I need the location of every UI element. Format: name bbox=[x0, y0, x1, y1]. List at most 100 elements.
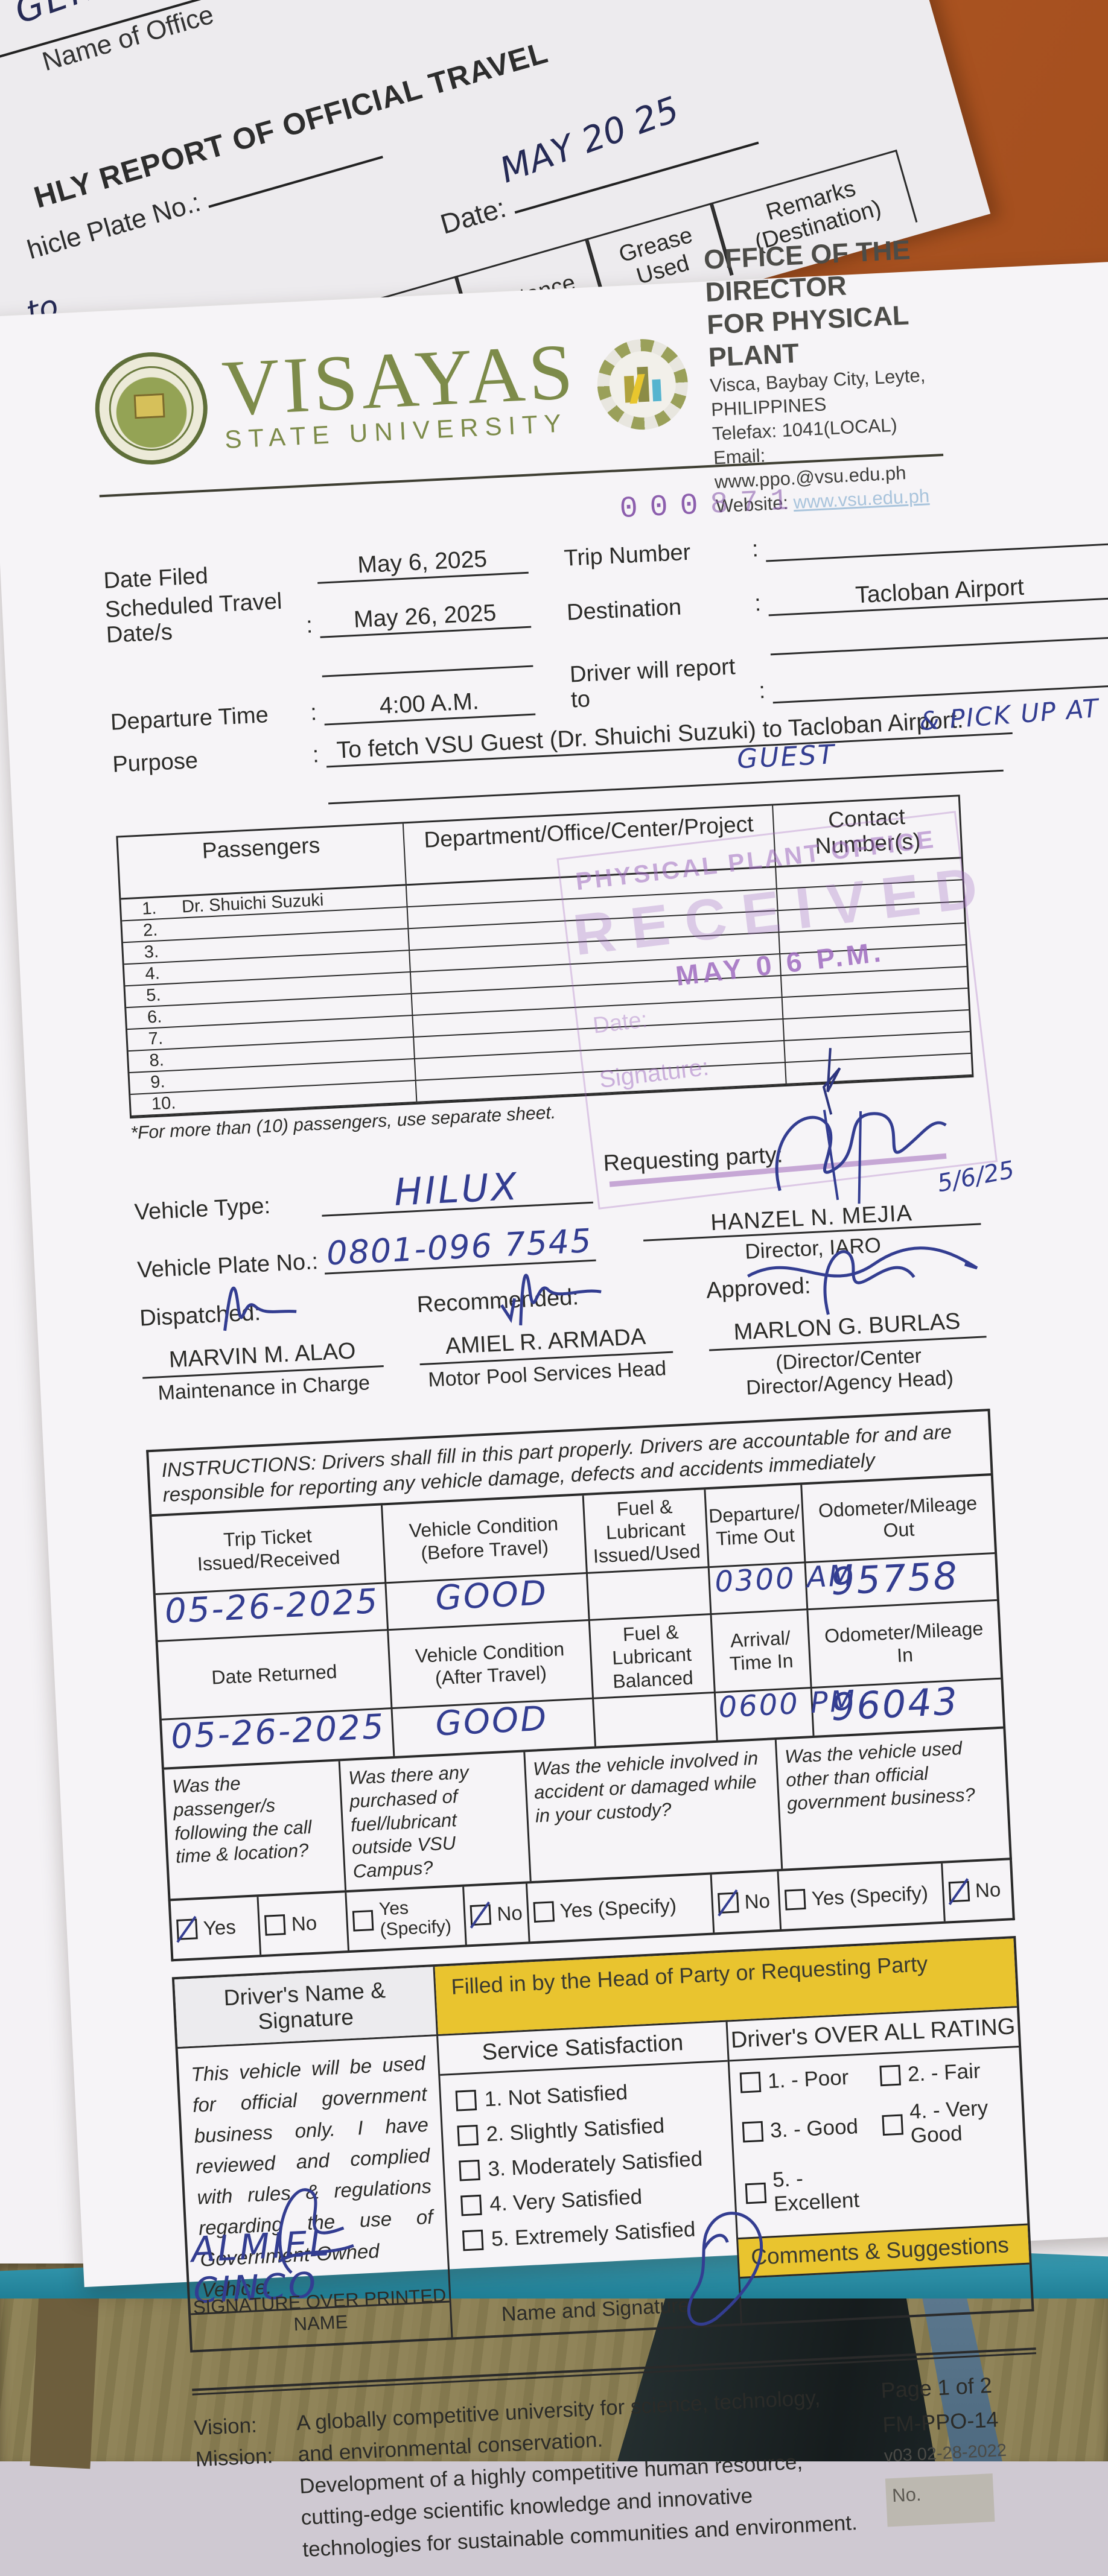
row-num: 7. bbox=[148, 1028, 164, 1048]
approved-block: Approved: MARLON G. BURLAS (Director/Cen… bbox=[705, 1246, 989, 1401]
rating-3-checkbox[interactable] bbox=[742, 2121, 764, 2143]
vsu-seal-book-glyph bbox=[133, 393, 165, 419]
th-fuel-issued: Fuel & Lubricant Issued/Used bbox=[584, 1489, 710, 1574]
rating-2-label: 2. - Fair bbox=[907, 2058, 981, 2086]
q3-yes-checkbox[interactable] bbox=[533, 1901, 555, 1923]
footer: Vision: Mission: A globally competitive … bbox=[193, 2371, 1045, 2571]
row-num: 1. bbox=[141, 898, 158, 919]
recommended-signature bbox=[500, 1274, 602, 1325]
service-1-checkbox[interactable] bbox=[455, 2089, 477, 2111]
colon: : bbox=[751, 536, 759, 562]
condition-after-handwritten: GOOD bbox=[435, 1699, 549, 1744]
service-4-checkbox[interactable] bbox=[460, 2194, 482, 2216]
requesting-party-signature bbox=[775, 1109, 947, 1204]
service-1-label: 1. Not Satisfied bbox=[483, 2080, 628, 2111]
q2-yes-label: Yes (Specify) bbox=[378, 1897, 452, 1940]
row-num: 3. bbox=[143, 941, 159, 962]
vision-label: Vision: bbox=[193, 2413, 258, 2440]
q1-yes-checkbox[interactable] bbox=[176, 1918, 198, 1940]
approved-signature bbox=[747, 1246, 978, 1315]
service-5-label: 5. Extremely Satisfied bbox=[491, 2217, 696, 2251]
driver-signature-flourish bbox=[278, 2188, 354, 2274]
form-header: VISAYAS STATE UNIVERSITY OFFICE OF THE D… bbox=[92, 234, 943, 516]
trip-ticket-form: VISAYAS STATE UNIVERSITY OFFICE OF THE D… bbox=[0, 234, 1108, 2562]
logo-building-3 bbox=[652, 379, 662, 402]
fuel-issued-cell bbox=[587, 1567, 712, 1621]
vsu-seal-icon bbox=[92, 349, 211, 468]
question-call-time: Was the passenger/s following the call t… bbox=[164, 1761, 347, 1899]
service-3-checkbox[interactable] bbox=[458, 2159, 480, 2181]
th-cond-after: Vehicle Condition (After Travel) bbox=[388, 1620, 594, 1710]
odometer-in-handwritten: 96043 bbox=[830, 1679, 960, 1730]
service-2-label: 2. Slightly Satisfied bbox=[485, 2113, 665, 2146]
pen-check-mark bbox=[822, 1048, 841, 1115]
mission-label: Mission: bbox=[194, 2444, 274, 2472]
rating-1-label: 1. - Poor bbox=[767, 2065, 850, 2093]
q4-no-label: No bbox=[975, 1877, 1002, 1902]
q1-no-cell: No bbox=[258, 1892, 350, 1955]
row-num: 6. bbox=[147, 1006, 162, 1027]
row-num: 5. bbox=[145, 985, 162, 1006]
dispatched-block: Dispatched: MARVIN M. ALAO Maintenance i… bbox=[139, 1286, 386, 1429]
q2-yes-checkbox[interactable] bbox=[352, 1909, 374, 1932]
row-num: 2. bbox=[142, 919, 158, 941]
university-name-main: VISAYAS bbox=[220, 326, 579, 433]
rating-5-checkbox[interactable] bbox=[745, 2182, 767, 2204]
requesting-party-block: Requesting party: HANZEL N. MEJIA Direct… bbox=[602, 1109, 1017, 1271]
rating-4-checkbox[interactable] bbox=[882, 2114, 903, 2136]
passengers-table: Passengers Department/Office/Center/Proj… bbox=[116, 795, 998, 1210]
office-title-line2: FOR PHYSICAL PLANT bbox=[706, 299, 909, 373]
q4-no-checkbox[interactable] bbox=[948, 1880, 970, 1903]
row-num: 4. bbox=[144, 963, 161, 984]
th-fuel-balanced: Fuel & Lubricant Balanced bbox=[590, 1614, 716, 1699]
q4-yes-cell: Yes (Specify) bbox=[778, 1863, 946, 1929]
th-date-returned: Date Returned bbox=[158, 1631, 393, 1721]
recommended-block: Recommended: AMIEL R. ARMADA Motor Pool … bbox=[416, 1274, 676, 1416]
th-time-out: Departure/ Time Out bbox=[705, 1485, 806, 1568]
rating-1-checkbox[interactable] bbox=[739, 2071, 762, 2093]
q4-yes-checkbox[interactable] bbox=[785, 1888, 806, 1911]
office-title-line1: OFFICE OF THE DIRECTOR bbox=[702, 234, 911, 308]
q1-no-label: No bbox=[290, 1911, 317, 1935]
q3-no-checkbox[interactable] bbox=[717, 1892, 739, 1914]
rating-4-label: 4. - Very Good bbox=[909, 2096, 989, 2148]
col-passengers: Passengers bbox=[118, 823, 407, 898]
q3-yes-label: Yes (Specify) bbox=[559, 1894, 677, 1922]
rating-5-label: 5. - Excellent bbox=[772, 2166, 860, 2216]
service-4-label: 4. Very Satisfied bbox=[489, 2184, 643, 2216]
q1-yes-cell: Yes bbox=[170, 1896, 262, 1959]
row-num: 10. bbox=[151, 1093, 177, 1114]
rating-3-label: 3. - Good bbox=[769, 2114, 859, 2143]
purpose-handwritten-note-2: GUEST bbox=[736, 739, 837, 775]
th-odo-in: Odometer/Mileage In bbox=[808, 1600, 1001, 1689]
fuel-balanced-cell bbox=[594, 1693, 718, 1746]
q1-no-checkbox[interactable] bbox=[264, 1914, 286, 1936]
rating-2-checkbox[interactable] bbox=[879, 2064, 901, 2087]
q3-no-label: No bbox=[743, 1889, 771, 1913]
physical-plant-logo-core bbox=[608, 349, 678, 419]
th-time-in: Arrival/ Time In bbox=[712, 1610, 812, 1693]
driver-statement-cell: This vehicle will be used for official g… bbox=[177, 2035, 453, 2350]
form-no-label: No. bbox=[885, 2473, 995, 2527]
head-of-party-signature bbox=[687, 2211, 763, 2326]
service-2-checkbox[interactable] bbox=[456, 2124, 479, 2146]
th-ticket: Trip Ticket Issued/Received bbox=[151, 1505, 387, 1595]
q2-no-checkbox[interactable] bbox=[470, 1904, 492, 1926]
dispatched-signature bbox=[223, 1286, 297, 1331]
q1-yes-label: Yes bbox=[203, 1915, 237, 1940]
question-fuel-purchase: Was there any purchased of fuel/lubrican… bbox=[340, 1752, 532, 1890]
row-num: 8. bbox=[148, 1050, 165, 1070]
trip-log-table: Trip Ticket Issued/Received Vehicle Cond… bbox=[149, 1473, 1006, 1770]
office-contact-block: OFFICE OF THE DIRECTOR FOR PHYSICAL PLAN… bbox=[703, 232, 946, 518]
question-other-business: Was the vehicle used other than official… bbox=[784, 1737, 976, 1814]
q2-no-cell: No bbox=[464, 1883, 530, 1945]
service-5-checkbox[interactable] bbox=[462, 2229, 484, 2251]
colon: : bbox=[310, 700, 318, 726]
office-website-link: www.vsu.edu.ph bbox=[792, 485, 930, 513]
driver-rating-section: Driver's Name & Signature Filled in by t… bbox=[171, 1935, 1034, 2353]
driver-report-label: Driver will report to bbox=[569, 654, 736, 713]
colon: : bbox=[758, 677, 766, 704]
condition-before-handwritten: GOOD bbox=[434, 1573, 549, 1619]
vehicle-type-handwritten: HILUX bbox=[393, 1164, 520, 1214]
service-3-label: 3. Moderately Satisfied bbox=[487, 2146, 704, 2181]
